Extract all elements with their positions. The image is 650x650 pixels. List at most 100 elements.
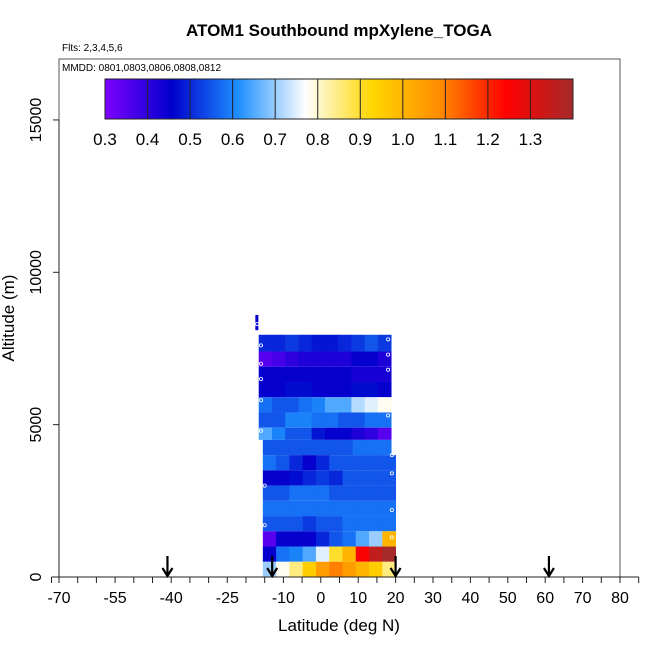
heatmap-cell	[289, 531, 304, 547]
heatmap-cell	[315, 470, 330, 486]
y-tick-label: 10000	[28, 250, 45, 295]
heatmap-cell	[285, 427, 299, 440]
heatmap-cell	[298, 334, 313, 352]
heatmap-cell	[369, 470, 383, 486]
sample-point	[258, 376, 263, 381]
sample-point	[262, 523, 267, 528]
x-tick-label: 50	[499, 590, 517, 607]
heatmap-cell	[311, 412, 326, 428]
colorbar-tick-label: 0.8	[306, 130, 330, 149]
heatmap-cell	[302, 455, 317, 471]
dates-label: MMDD: 0801,0803,0806,0808,0812	[62, 63, 221, 74]
heatmap-cell	[302, 500, 317, 517]
x-tick-label: 60	[536, 590, 554, 607]
heatmap-cell	[382, 500, 396, 517]
heatmap-cell	[289, 516, 304, 532]
heatmap-cell	[355, 561, 370, 577]
heatmap-cell	[302, 531, 317, 547]
y-tick-label: 5000	[28, 407, 45, 443]
colorbar-tick-label: 0.3	[93, 130, 117, 149]
heatmap-cell	[342, 516, 357, 532]
heatmap-cell	[315, 546, 330, 562]
heatmap-cell	[382, 470, 396, 486]
heatmap-cell	[315, 531, 330, 547]
arrows	[161, 556, 555, 579]
heatmap-cell	[369, 561, 383, 577]
heatmap-cell	[351, 366, 366, 382]
heatmap-cell	[271, 366, 286, 382]
heatmap-cell	[314, 439, 328, 456]
heatmap-cell	[355, 455, 370, 471]
heatmap-cell	[338, 334, 352, 352]
heatmap-cell	[329, 455, 343, 471]
heatmap-cell	[352, 439, 366, 456]
heatmap-cell	[285, 334, 299, 352]
x-tick-label: -40	[160, 590, 183, 607]
heatmap-cell	[262, 516, 277, 532]
x-tick-label: 10	[349, 590, 367, 607]
heatmap-cell	[276, 546, 290, 562]
sample-point	[258, 343, 263, 348]
heatmap-cell	[342, 455, 357, 471]
heatmap-cell	[315, 561, 330, 577]
heatmap-cell	[315, 500, 330, 517]
heatmap-cell	[311, 397, 326, 413]
sample-point	[255, 322, 260, 327]
heatmap-cell	[285, 412, 299, 428]
heatmap-cell	[355, 470, 370, 486]
sample-point	[258, 361, 263, 366]
heatmap-cell	[271, 351, 286, 367]
heatmap-cell	[355, 500, 370, 517]
sample-point	[389, 507, 394, 512]
heatmap-cell	[351, 397, 366, 413]
arrow-head	[543, 567, 555, 579]
heatmap-cell	[315, 516, 330, 532]
heatmap-cell	[329, 516, 343, 532]
heatmap-cell	[342, 470, 357, 486]
heatmap-cell	[288, 439, 302, 456]
heatmap-cell	[329, 561, 343, 577]
heatmap-cell	[351, 334, 366, 352]
heatmap-cell	[377, 427, 392, 440]
heatmap-cell	[258, 366, 273, 382]
heatmap-cell	[338, 427, 352, 440]
y-tick-label: 15000	[28, 98, 45, 143]
sample-point	[386, 367, 391, 372]
heatmap-cell	[276, 500, 290, 517]
heatmap-cell	[262, 561, 277, 577]
heatmap-cell	[377, 334, 392, 352]
heatmap-cell	[369, 516, 383, 532]
heatmap-cell	[298, 366, 313, 382]
heatmap-cell	[276, 561, 290, 577]
heatmap-cell	[262, 455, 277, 471]
colorbar-gradient	[105, 79, 573, 119]
sample-point	[262, 483, 267, 488]
colorbar-tick-label: 1.0	[391, 130, 415, 149]
x-tick-label: -25	[216, 590, 239, 607]
heatmap-cell	[355, 485, 370, 501]
heatmap-cell	[285, 397, 299, 413]
heatmap-cell	[342, 500, 357, 517]
heatmap-cell	[258, 427, 273, 440]
heatmap-cell	[311, 427, 326, 440]
heatmap-cell	[364, 366, 379, 382]
heatmap-cell	[311, 334, 326, 352]
heatmap-cell	[324, 334, 339, 352]
heatmap-cell	[338, 366, 352, 382]
heatmap-cell	[276, 485, 290, 501]
sample-points	[255, 322, 394, 540]
x-tick-label: 70	[574, 590, 592, 607]
heatmap-cell	[338, 397, 352, 413]
heatmap-cell	[364, 412, 379, 428]
heatmap-cell	[377, 412, 392, 428]
heatmap-cell	[326, 439, 341, 456]
colorbar: 0.3 0.4 0.5 0.6 0.7 0.8 0.9 1.0 1.1 1.2 1.3	[93, 78, 574, 149]
x-tick-label: 40	[462, 590, 480, 607]
heatmap-cell	[289, 455, 304, 471]
heatmap-cell	[369, 531, 383, 547]
heatmap-cell	[262, 546, 277, 562]
heatmap-cell	[271, 381, 286, 398]
heatmap-cell	[258, 397, 273, 413]
x-axis-label: Latitude (deg N)	[278, 616, 400, 635]
heatmap-cell	[355, 516, 370, 532]
